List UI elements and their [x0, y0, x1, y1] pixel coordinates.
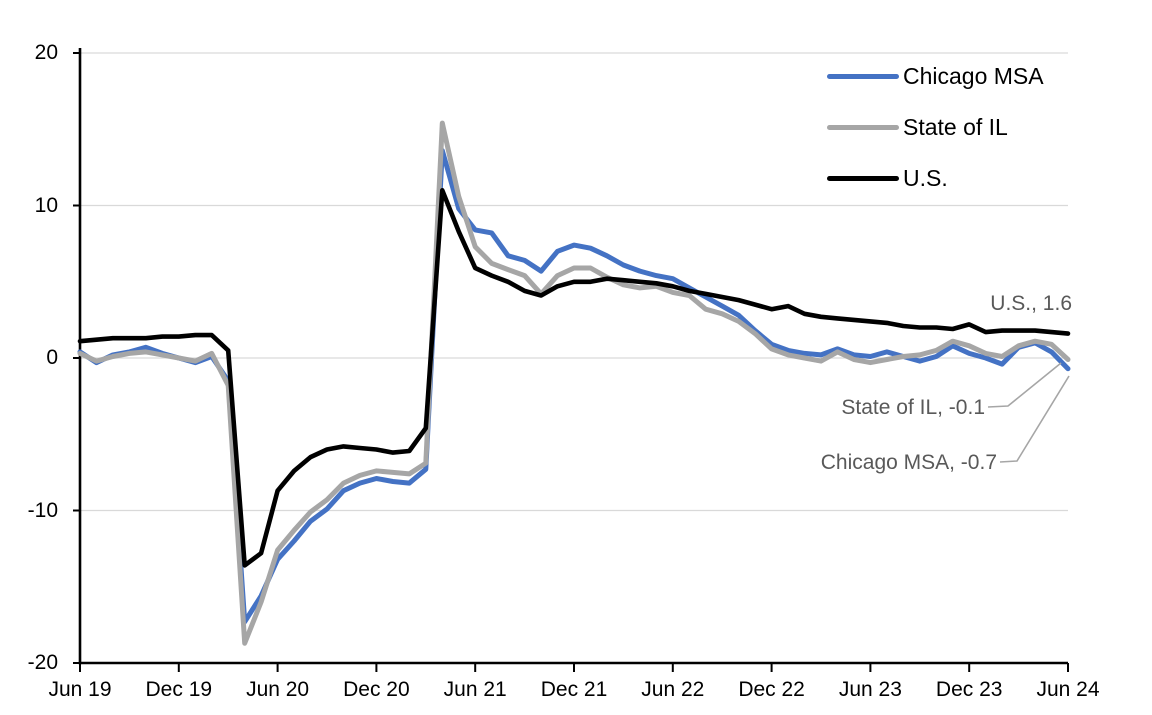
y-tick-label-10: 10	[34, 193, 58, 217]
u-s--line	[77, 188, 1071, 568]
x-tick-label-jun-22: Jun 22	[641, 678, 705, 701]
x-tick-label-jun-23: Jun 23	[838, 678, 902, 701]
legend-label-state-of-il: State of IL	[903, 114, 1008, 140]
y-tick-label--20: -20	[27, 651, 58, 674]
annotation-us-value: U.S., 1.6	[990, 292, 1072, 315]
x-tick-label-jun-24: Jun 24	[1036, 678, 1100, 701]
x-tick-label-jun-20: Jun 20	[246, 678, 310, 701]
y-tick-label--10: -10	[27, 498, 58, 522]
legend-label-us: U.S.	[903, 165, 948, 191]
x-tick-label-dec-23: Dec 23	[935, 678, 1003, 701]
legend-label-chicago-msa: Chicago MSA	[903, 63, 1044, 89]
y-tick-label-0: 0	[46, 346, 58, 369]
x-tick-label-dec-22: Dec 22	[738, 678, 805, 701]
y-tick-label-20: 20	[34, 41, 58, 64]
legend-line-chicago-msa	[827, 73, 899, 79]
legend-line-state-of-il	[827, 124, 899, 130]
annotation-state-of-il-value: State of IL, -0.1	[841, 396, 985, 419]
legend-line-us	[827, 175, 899, 181]
state-of-il-line	[77, 120, 1071, 646]
legend-item-chicago-msa: Chicago MSA	[827, 63, 1044, 89]
leader-line-state-of-il	[987, 362, 1062, 408]
x-tick-label-dec-20: Dec 20	[343, 678, 410, 701]
x-tick-label-jun-21: Jun 21	[443, 678, 507, 701]
x-tick-label-dec-19: Dec 19	[145, 678, 213, 701]
annotation-chicago-msa-value: Chicago MSA, -0.7	[820, 451, 997, 474]
x-tick-label-jun-19: Jun 19	[48, 678, 112, 701]
legend-item-state-of-il: State of IL	[827, 114, 1008, 140]
leader-line-chicago-msa	[999, 375, 1070, 463]
x-tick-label-dec-21: Dec 21	[540, 678, 608, 701]
legend-item-us: U.S.	[827, 165, 948, 191]
